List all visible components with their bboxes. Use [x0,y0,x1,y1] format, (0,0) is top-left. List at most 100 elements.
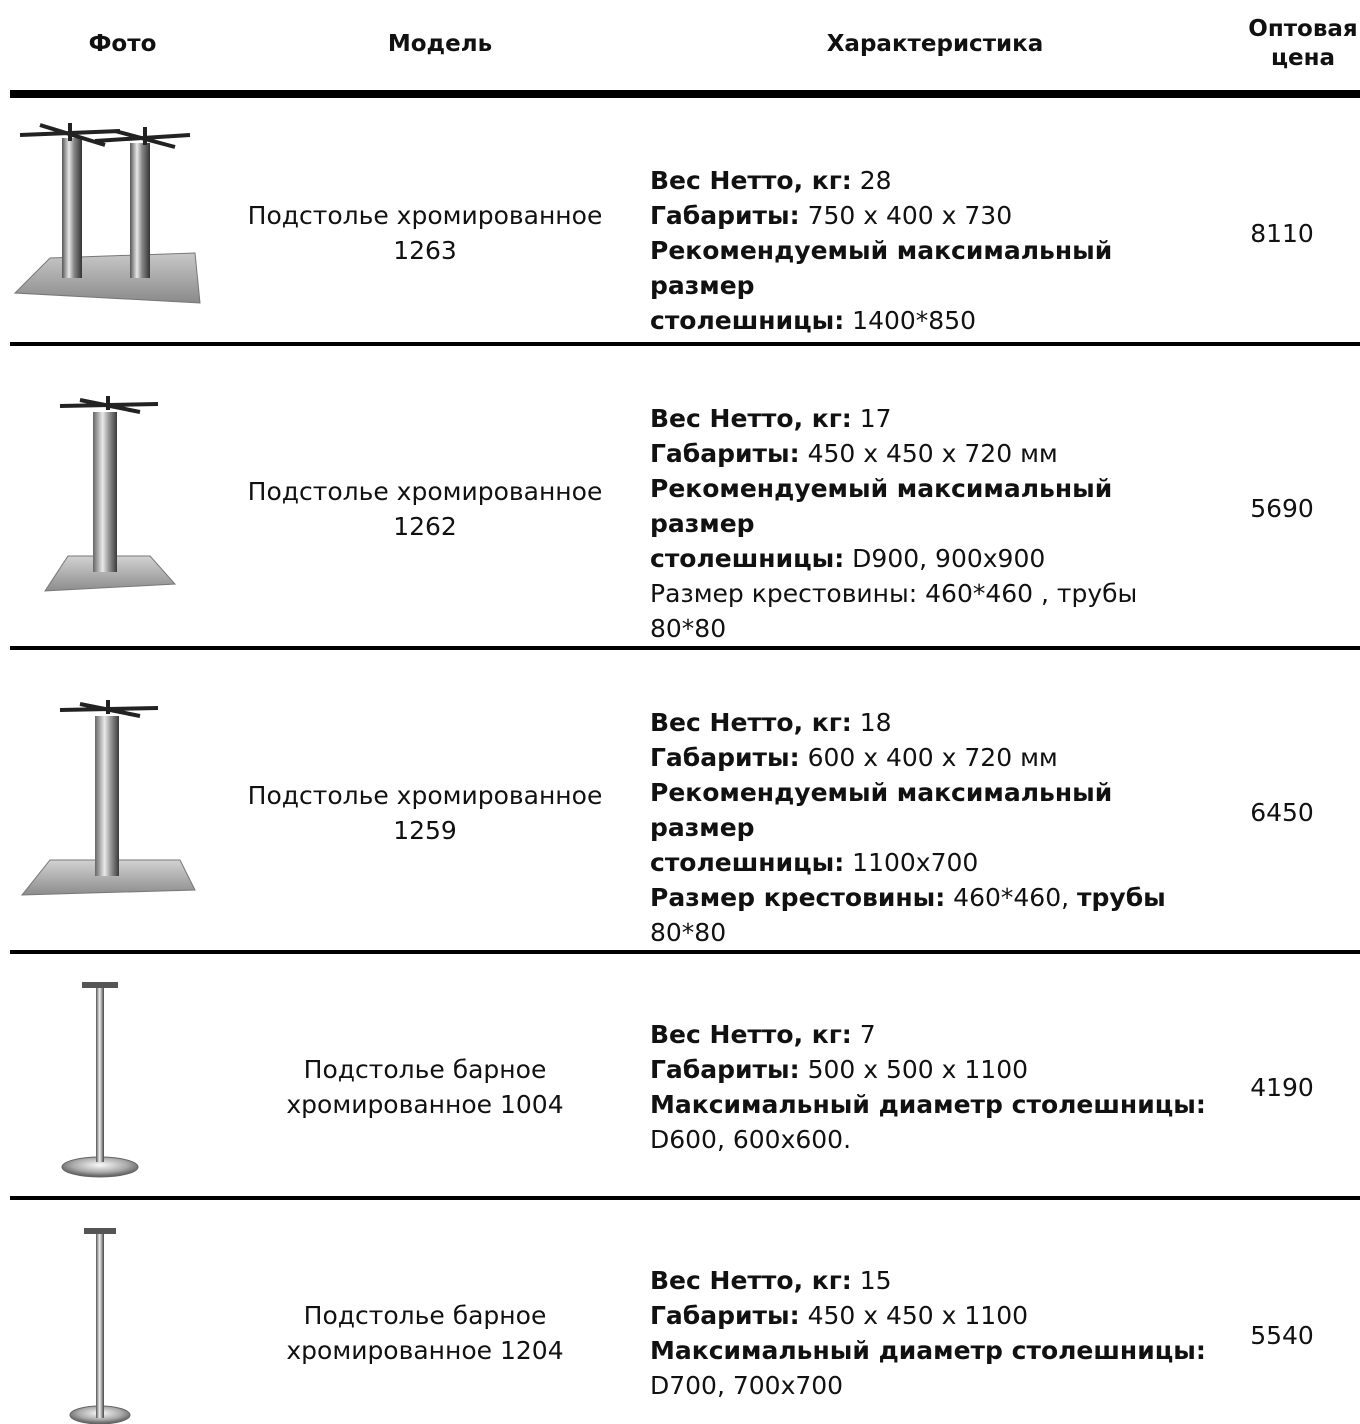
spec-value: 450 х 450 х 720 мм [799,439,1058,468]
spec-weight: Вес Нетто, кг: 17 [650,401,1210,436]
spec-rec-size: Рекомендуемый максимальный размер [650,233,1210,303]
price: 5690 [1250,494,1314,523]
table-row: Подстолье хромированное 1259 Вес Нетто, … [0,650,1360,950]
spec-block: Вес Нетто, кг: 7 Габариты: 500 х 500 х 1… [650,1017,1210,1157]
spec-tabletop: столешницы: 1400*850 [650,303,1210,338]
spec-diam-value: D700, 700x700 [650,1371,844,1400]
spec-rec-size: Рекомендуемый максимальный размер [650,775,1210,845]
spec-label: Максимальный диаметр столешницы: [650,1336,1206,1365]
model-line1: Подстолье барное [303,1055,547,1084]
spec-rec-size: Рекомендуемый максимальный размер [650,471,1210,541]
product-photo-1259 [20,700,196,896]
price: 4190 [1250,1073,1314,1102]
header-price-line1: Оптовая [1248,16,1358,42]
spec-weight: Вес Нетто, кг: 28 [650,163,1210,198]
spec-label: Габариты: [650,201,800,230]
spec-value: 28 [851,166,892,195]
model-name: Подстолье хромированное 1259 [240,778,610,848]
model-name: Подстолье хромированное 1262 [240,474,610,544]
spec-max-diam: Максимальный диаметр столешницы: [650,1333,1210,1368]
spec-value: 500 х 500 х 1100 [799,1055,1029,1084]
spec-weight: Вес Нетто, кг: 7 [650,1017,1210,1052]
model-line2: хромированное 1004 [286,1090,564,1119]
spec-label: Габариты: [650,1301,800,1330]
header-price-line2: цена [1270,45,1336,71]
product-photo-1263 [13,123,201,304]
spec-block: Вес Нетто, кг: 17 Габариты: 450 х 450 х … [650,401,1210,646]
spec-extra: 80*80 [650,614,727,643]
model-line2: 1262 [393,512,457,541]
table-row: Подстолье хромированное 1262 Вес Нетто, … [0,346,1360,646]
spec-label: Габариты: [650,743,800,772]
spec-value: 15 [851,1266,892,1295]
model-line2: 1263 [393,236,457,265]
spec-value: 18 [851,708,892,737]
model-line1: Подстолье хромированное [247,201,603,230]
header-spec: Характеристика [826,31,1044,57]
spec-value: 1400*850 [844,306,977,335]
row-divider [10,1196,1360,1200]
price: 6450 [1250,798,1314,827]
spec-value: 450 х 450 х 1100 [799,1301,1029,1330]
model-line2: 1259 [393,816,457,845]
spec-max-diam: Максимальный диаметр столешницы: [650,1087,1210,1122]
spec-weight: Вес Нетто, кг: 18 [650,705,1210,740]
spec-value: 1100x700 [844,848,979,877]
spec-tube: 80*80 [650,918,727,947]
spec-label: Вес Нетто, кг: [650,404,852,433]
spec-cross: Размер крестовины: 460*460, трубы [650,880,1210,915]
price: 5540 [1250,1321,1314,1350]
table-row: Подстолье барное хромированное 1204 Вес … [0,1200,1360,1424]
model-name: Подстолье хромированное 1263 [240,198,610,268]
spec-tabletop: столешницы: D900, 900x900 [650,541,1210,576]
table-row: Подстолье хромированное 1263 Вес Нетто, … [0,98,1360,342]
spec-value: 600 х 400 х 720 мм [799,743,1058,772]
spec-dims: Габариты: 500 х 500 х 1100 [650,1052,1210,1087]
spec-value: 7 [851,1020,876,1049]
spec-diam-value: D600, 600x600. [650,1125,852,1154]
spec-value: 17 [851,404,892,433]
spec-label: Габариты: [650,1055,800,1084]
model-line2: хромированное 1204 [286,1336,564,1365]
model-name: Подстолье барное хромированное 1004 [240,1052,610,1122]
spec-dims: Габариты: 450 х 450 х 720 мм [650,436,1210,471]
spec-label: Рекомендуемый максимальный размер [650,236,1113,300]
price: 8110 [1250,219,1314,248]
spec-label: Рекомендуемый максимальный размер [650,778,1113,842]
spec-dims: Габариты: 600 х 400 х 720 мм [650,740,1210,775]
spec-dims: Габариты: 450 х 450 х 1100 [650,1298,1210,1333]
product-photo-1004 [61,982,139,1178]
spec-label: Габариты: [650,439,800,468]
header-divider [10,90,1360,98]
model-line1: Подстолье хромированное [247,477,603,506]
model-line1: Подстолье барное [303,1301,547,1330]
spec-block: Вес Нетто, кг: 18 Габариты: 600 х 400 х … [650,705,1210,950]
product-photo-1262 [44,396,177,592]
spec-label: столешницы: [650,544,845,573]
header-model: Модель [387,31,493,57]
spec-value: 750 х 400 х 730 [799,201,1013,230]
spec-label: Вес Нетто, кг: [650,166,852,195]
table-row: Подстолье барное хромированное 1004 Вес … [0,954,1360,1196]
spec-label: Вес Нетто, кг: [650,1266,852,1295]
spec-value: 460*460, [945,883,1078,912]
spec-tabletop: столешницы: 1100x700 [650,845,1210,880]
spec-weight: Вес Нетто, кг: 15 [650,1263,1210,1298]
spec-extra: Размер крестовины: 460*460 , трубы [650,579,1138,608]
header-price: Оптовая цена [1236,15,1360,73]
table-header: Фото Модель Характеристика Оптовая цена [0,0,1360,90]
spec-label: Рекомендуемый максимальный размер [650,474,1113,538]
row-divider [10,342,1360,346]
spec-label: Размер крестовины: [650,883,946,912]
spec-block: Вес Нетто, кг: 15 Габариты: 450 х 450 х … [650,1263,1210,1403]
product-photo-1204 [69,1228,131,1424]
spec-label: столешницы: [650,306,845,335]
header-photo: Фото [88,31,157,57]
row-divider [10,950,1360,954]
model-name: Подстолье барное хромированное 1204 [240,1298,610,1368]
spec-block: Вес Нетто, кг: 28 Габариты: 750 х 400 х … [650,163,1210,338]
spec-dims: Габариты: 750 х 400 х 730 [650,198,1210,233]
spec-label: Максимальный диаметр столешницы: [650,1090,1206,1119]
spec-label: трубы [1077,883,1166,912]
model-line1: Подстолье хромированное [247,781,603,810]
